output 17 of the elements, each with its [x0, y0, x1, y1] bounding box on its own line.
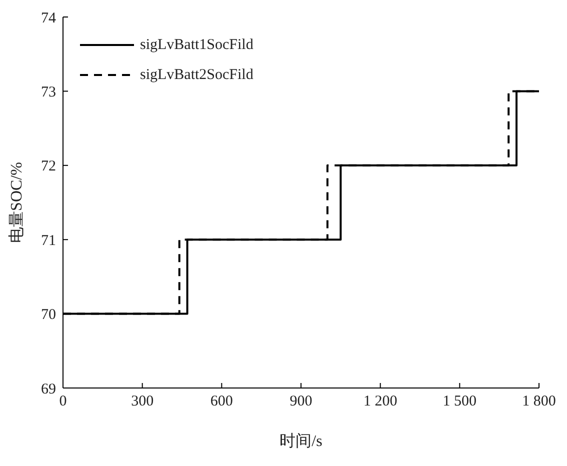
legend-label: sigLvBatt2SocFild [138, 60, 256, 90]
x-tick-label: 1 200 [363, 394, 398, 410]
x-tick-label: 1 800 [522, 394, 556, 410]
legend-label: sigLvBatt1SocFild [138, 30, 256, 60]
x-tick-label: 900 [290, 394, 312, 410]
y-tick-label: 70 [41, 307, 56, 324]
y-tick-label: 69 [41, 381, 56, 398]
x-tick-label: 0 [59, 394, 67, 410]
y-axis-title: 电量SOC/% [8, 162, 26, 243]
x-tick-label: 300 [131, 394, 154, 410]
y-tick-label: 71 [41, 232, 56, 249]
x-tick-label: 1 500 [442, 394, 477, 410]
y-tick-label: 72 [41, 158, 56, 175]
x-axis-title: 时间/s [280, 432, 322, 450]
x-tick-label: 600 [210, 394, 233, 410]
y-tick-label: 73 [41, 84, 56, 101]
y-tick-label: 74 [41, 10, 56, 26]
